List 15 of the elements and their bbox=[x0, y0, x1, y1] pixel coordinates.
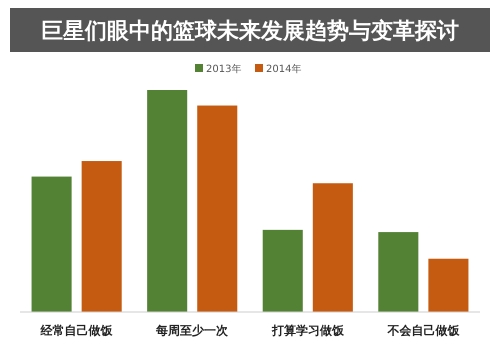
bar bbox=[262, 230, 303, 312]
bar bbox=[197, 106, 238, 312]
chart-title: 巨星们眼中的篮球未来发展趋势与变革探讨 bbox=[41, 18, 459, 44]
x-tick-label: 经常自己做饭 bbox=[40, 324, 114, 338]
x-tick-label: 每周至少一次 bbox=[155, 324, 230, 338]
bar bbox=[147, 90, 188, 312]
legend-label: 2013年 bbox=[206, 63, 242, 75]
x-tick-label: 打算学习做饭 bbox=[270, 324, 345, 338]
bar bbox=[428, 258, 468, 312]
bar bbox=[82, 161, 122, 312]
bar bbox=[32, 176, 72, 312]
bar bbox=[378, 232, 418, 312]
x-tick-label: 不会自己做饭 bbox=[386, 324, 460, 338]
legend-label: 2014年 bbox=[266, 63, 302, 75]
bar bbox=[312, 183, 353, 312]
